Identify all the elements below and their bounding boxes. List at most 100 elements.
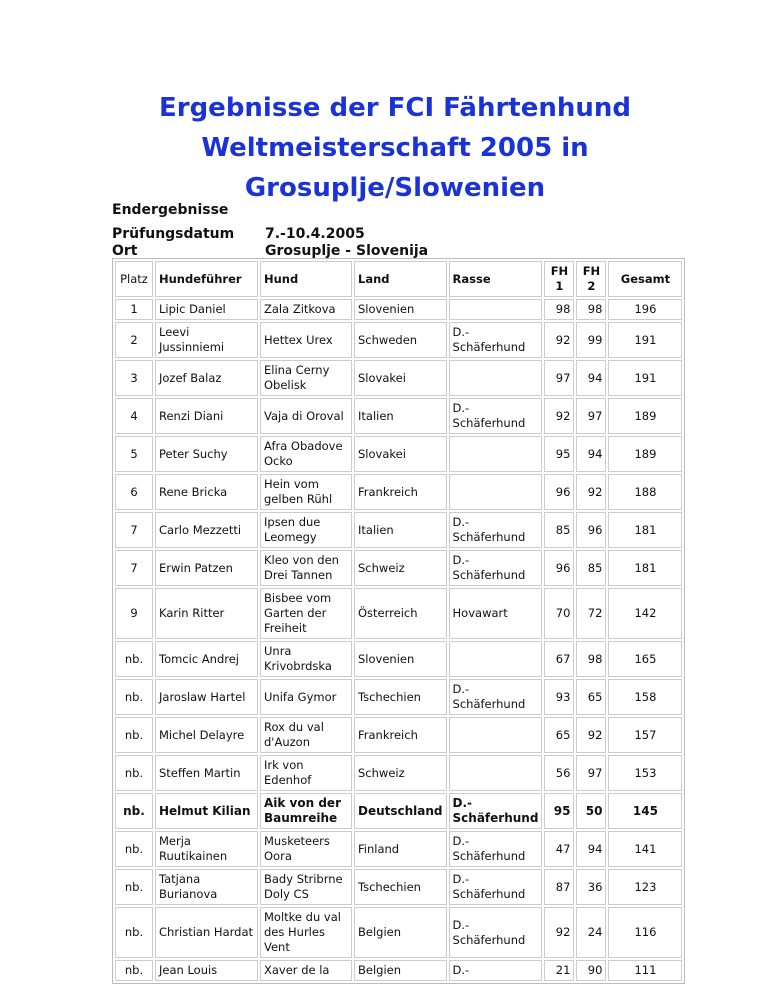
cell-rasse: D.-Schäferhund: [448, 550, 543, 586]
cell-hund: Moltke du val des Hurles Vent: [260, 907, 352, 958]
cell-fh1: 92: [544, 398, 575, 434]
cell-gesamt: 111: [608, 960, 683, 981]
cell-rasse: [448, 755, 543, 791]
cell-land: Slovenien: [354, 299, 447, 320]
cell-fh2: 72: [576, 588, 607, 639]
cell-rasse: D.-Schäferhund: [448, 398, 543, 434]
cell-rasse: [448, 299, 543, 320]
location-value: Grosuplje - Slovenija: [265, 243, 429, 259]
cell-gesamt: 123: [608, 869, 683, 905]
cell-fh2: 97: [576, 755, 607, 791]
cell-rasse: D.-: [448, 960, 543, 981]
cell-hundefuehrer: Helmut Kilian: [155, 793, 258, 829]
col-fh1: FH 1: [544, 261, 575, 297]
table-row: 6 Rene Bricka Hein vom gelben Rühl Frankrei…: [115, 474, 683, 510]
cell-hundefuehrer: Merja Ruutikainen: [155, 831, 258, 867]
table-row: nb. Helmut Kilian Aik von der Baumreihe Deu…: [115, 793, 683, 829]
cell-fh2: 98: [576, 641, 607, 677]
cell-hund: Aik von der Baumreihe: [260, 793, 352, 829]
cell-gesamt: 141: [608, 831, 683, 867]
cell-platz: nb.: [115, 907, 153, 958]
cell-fh1: 67: [544, 641, 575, 677]
date-label: Prüfungsdatum: [112, 226, 235, 242]
cell-fh2: 36: [576, 869, 607, 905]
cell-hundefuehrer: Steffen Martin: [155, 755, 258, 791]
cell-hund: Bisbee vom Garten der Freiheit: [260, 588, 352, 639]
cell-platz: 2: [115, 322, 153, 358]
cell-platz: 9: [115, 588, 153, 639]
cell-hundefuehrer: Carlo Mezzetti: [155, 512, 258, 548]
cell-fh1: 97: [544, 360, 575, 396]
cell-hundefuehrer: Tatjana Burianova: [155, 869, 258, 905]
table-row: nb. Steffen Martin Irk von Edenhof Schweiz 5…: [115, 755, 683, 791]
cell-rasse: [448, 641, 543, 677]
cell-land: Frankreich: [354, 717, 447, 753]
cell-hundefuehrer: Renzi Diani: [155, 398, 258, 434]
cell-platz: nb.: [115, 960, 153, 981]
cell-hundefuehrer: Jaroslaw Hartel: [155, 679, 258, 715]
cell-hundefuehrer: Peter Suchy: [155, 436, 258, 472]
table-row: 3 Jozef Balaz Elina Cerny Obelisk Slovakei 9…: [115, 360, 683, 396]
cell-rasse: D.-Schäferhund: [448, 322, 543, 358]
cell-hund: Irk von Edenhof: [260, 755, 352, 791]
cell-platz: nb.: [115, 641, 153, 677]
cell-hundefuehrer: Rene Bricka: [155, 474, 258, 510]
cell-fh2: 98: [576, 299, 607, 320]
cell-land: Finland: [354, 831, 447, 867]
cell-rasse: [448, 360, 543, 396]
cell-fh1: 47: [544, 831, 575, 867]
cell-fh2: 85: [576, 550, 607, 586]
cell-land: Slovenien: [354, 641, 447, 677]
cell-hundefuehrer: Tomcic Andrej: [155, 641, 258, 677]
table-header: Platz Hundeführer Hund Land Rasse FH 1 F…: [115, 261, 683, 297]
exam-info: Prüfungsdatum 7.-10.4.2005 Ort Grosuplje -…: [112, 226, 428, 260]
cell-land: Slovakei: [354, 436, 447, 472]
col-rasse: Rasse: [448, 261, 543, 297]
cell-hundefuehrer: Leevi Jussinniemi: [155, 322, 258, 358]
cell-rasse: D.-Schäferhund: [448, 793, 543, 829]
cell-hundefuehrer: Jozef Balaz: [155, 360, 258, 396]
cell-fh1: 92: [544, 322, 575, 358]
cell-platz: nb.: [115, 755, 153, 791]
cell-fh1: 56: [544, 755, 575, 791]
cell-gesamt: 188: [608, 474, 683, 510]
cell-fh1: 98: [544, 299, 575, 320]
cell-hundefuehrer: Karin Ritter: [155, 588, 258, 639]
cell-fh1: 65: [544, 717, 575, 753]
cell-rasse: [448, 436, 543, 472]
cell-platz: 4: [115, 398, 153, 434]
cell-platz: 6: [115, 474, 153, 510]
cell-platz: nb.: [115, 793, 153, 829]
cell-hund: Unifa Gymor: [260, 679, 352, 715]
cell-fh2: 92: [576, 717, 607, 753]
table-row: nb. Tomcic Andrej Unra Krivobrdska Slovenie…: [115, 641, 683, 677]
cell-gesamt: 116: [608, 907, 683, 958]
cell-fh1: 93: [544, 679, 575, 715]
cell-land: Tschechien: [354, 679, 447, 715]
cell-fh2: 94: [576, 831, 607, 867]
table-row: nb. Jean Louis Xaver de la Belgien D.- 21 90 11…: [115, 960, 683, 981]
cell-gesamt: 196: [608, 299, 683, 320]
cell-platz: 5: [115, 436, 153, 472]
col-platz: Platz: [115, 261, 153, 297]
col-fh2: FH 2: [576, 261, 607, 297]
cell-fh2: 96: [576, 512, 607, 548]
cell-fh2: 99: [576, 322, 607, 358]
cell-gesamt: 157: [608, 717, 683, 753]
col-land: Land: [354, 261, 447, 297]
cell-gesamt: 153: [608, 755, 683, 791]
cell-rasse: D.-Schäferhund: [448, 831, 543, 867]
cell-hund: Kleo von den Drei Tannen: [260, 550, 352, 586]
cell-fh2: 90: [576, 960, 607, 981]
cell-gesamt: 145: [608, 793, 683, 829]
cell-hund: Xaver de la: [260, 960, 352, 981]
cell-rasse: D.-Schäferhund: [448, 907, 543, 958]
cell-hundefuehrer: Michel Delayre: [155, 717, 258, 753]
cell-land: Deutschland: [354, 793, 447, 829]
cell-gesamt: 142: [608, 588, 683, 639]
cell-gesamt: 191: [608, 322, 683, 358]
cell-platz: nb.: [115, 831, 153, 867]
location-label: Ort: [112, 243, 138, 259]
cell-fh1: 92: [544, 907, 575, 958]
cell-hundefuehrer: Christian Hardat: [155, 907, 258, 958]
